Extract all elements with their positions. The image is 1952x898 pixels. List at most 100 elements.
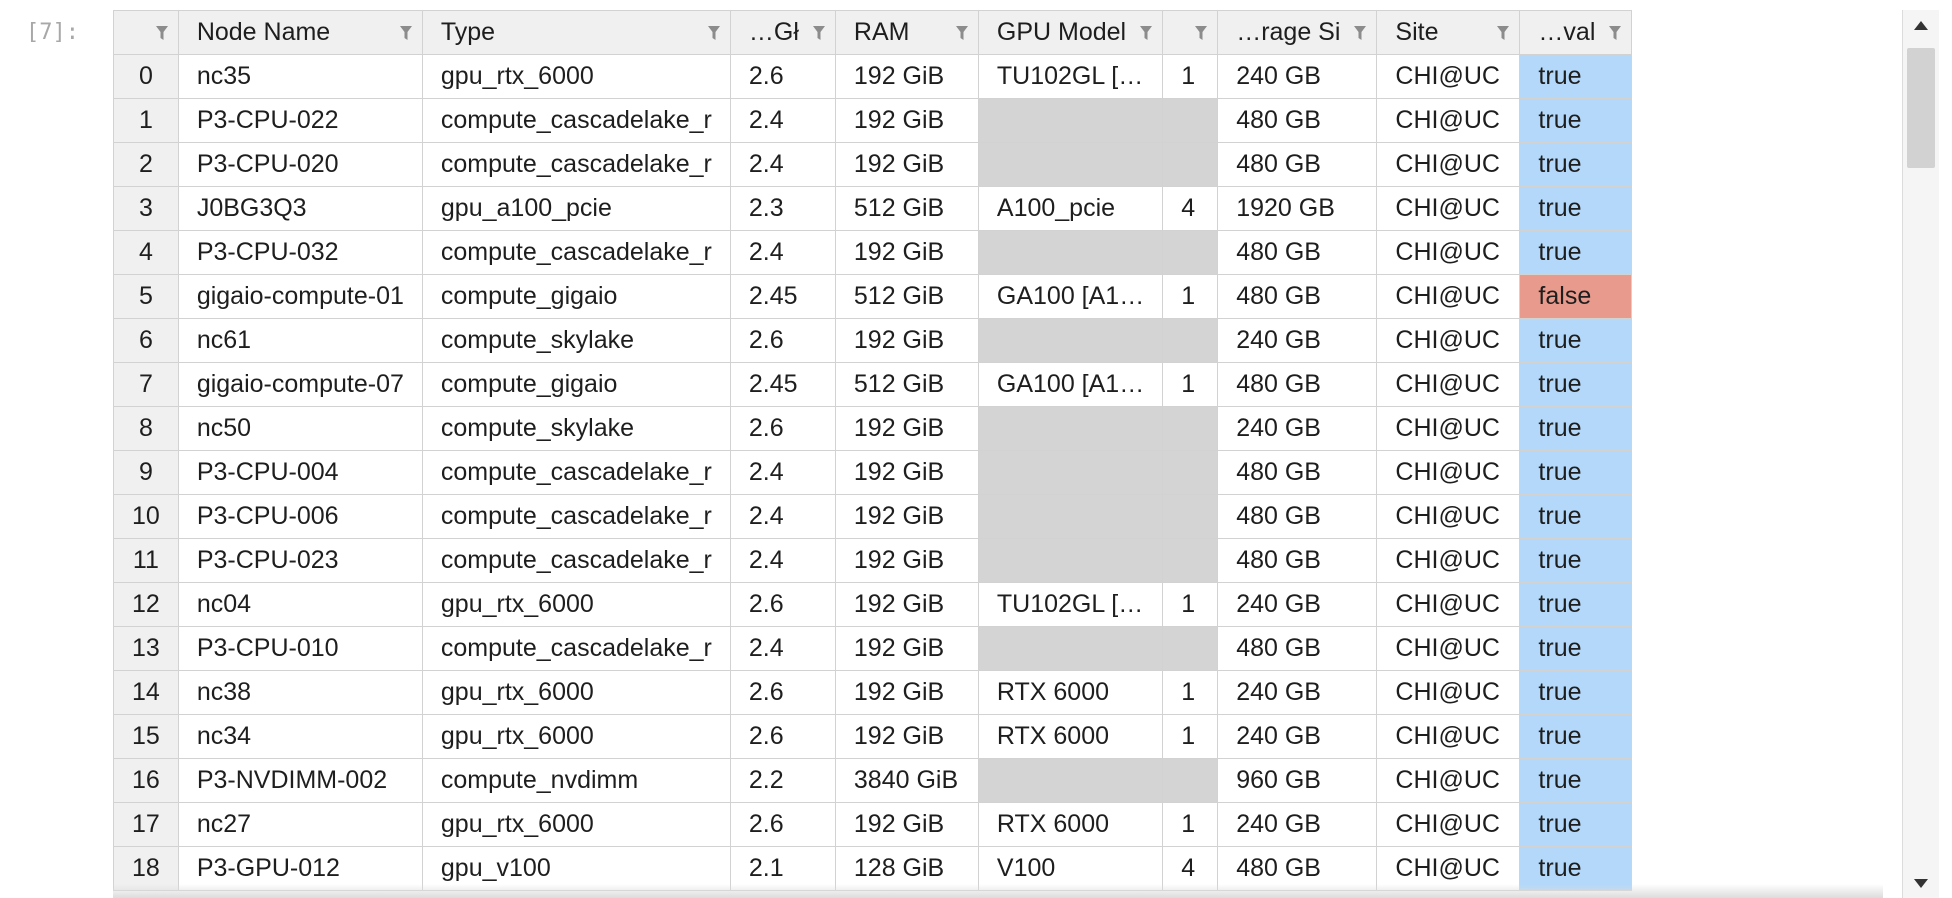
empty-cell[interactable] (1162, 406, 1219, 451)
filter-icon[interactable] (1195, 25, 1208, 41)
table-cell[interactable]: 480 GB (1217, 230, 1378, 275)
table-cell[interactable]: 2.4 (729, 626, 836, 671)
table-cell[interactable]: 1920 GB (1217, 186, 1378, 231)
table-cell[interactable]: CHI@UC (1376, 318, 1521, 363)
valid-cell[interactable]: true (1519, 318, 1633, 363)
table-cell[interactable]: J0BG3Q3 (177, 186, 423, 231)
table-cell[interactable]: 240 GB (1217, 802, 1378, 847)
table-cell[interactable]: 192 GiB (834, 802, 979, 847)
table-cell[interactable]: CHI@UC (1376, 450, 1521, 495)
table-cell[interactable]: 2.6 (729, 714, 836, 759)
table-cell[interactable]: CHI@UC (1376, 846, 1521, 891)
table-cell[interactable]: 2.4 (729, 450, 836, 495)
column-header[interactable]: …Gł (729, 10, 836, 55)
table-row[interactable]: 12 nc04 gpu_rtx_6000 2.6 192 GiB TU102GL [… 1 2… (113, 582, 1633, 627)
valid-cell[interactable]: true (1519, 626, 1633, 671)
table-row[interactable]: 15 nc34 gpu_rtx_6000 2.6 192 GiB RTX 6000 1 240… (113, 714, 1633, 759)
table-cell[interactable]: 2.45 (729, 362, 836, 407)
column-header[interactable]: Node Name (177, 10, 423, 55)
valid-cell[interactable]: true (1519, 54, 1633, 99)
table-cell[interactable]: 480 GB (1217, 538, 1378, 583)
table-cell[interactable]: compute_cascadelake_r (421, 626, 731, 671)
table-row[interactable]: 11 P3-CPU-023 compute_cascadelake_r 2.4 192 … (113, 538, 1633, 583)
empty-cell[interactable] (1162, 450, 1219, 495)
table-cell[interactable]: 2.2 (729, 758, 836, 803)
empty-cell[interactable] (1162, 318, 1219, 363)
table-cell[interactable]: 192 GiB (834, 538, 979, 583)
table-cell[interactable]: 480 GB (1217, 494, 1378, 539)
table-cell[interactable]: CHI@UC (1376, 582, 1521, 627)
filter-icon[interactable] (707, 25, 720, 41)
table-cell[interactable]: CHI@UC (1376, 714, 1521, 759)
empty-cell[interactable] (977, 450, 1164, 495)
table-row[interactable]: 2 P3-CPU-020 compute_cascadelake_r 2.4 192 G… (113, 142, 1633, 187)
table-cell[interactable]: P3-CPU-004 (177, 450, 423, 495)
table-cell[interactable]: RTX 6000 (977, 802, 1164, 847)
table-cell[interactable]: 2.6 (729, 582, 836, 627)
valid-cell[interactable]: true (1519, 802, 1633, 847)
table-cell[interactable]: P3-GPU-012 (177, 846, 423, 891)
filter-icon[interactable] (155, 25, 168, 41)
empty-cell[interactable] (1162, 142, 1219, 187)
table-cell[interactable]: 2.4 (729, 538, 836, 583)
table-cell[interactable]: 240 GB (1217, 670, 1378, 715)
table-row[interactable]: 14 nc38 gpu_rtx_6000 2.6 192 GiB RTX 6000 1 240… (113, 670, 1633, 715)
table-cell[interactable]: 480 GB (1217, 362, 1378, 407)
valid-cell[interactable]: true (1519, 494, 1633, 539)
column-header[interactable]: GPU Model (977, 10, 1164, 55)
table-cell[interactable]: gpu_rtx_6000 (421, 54, 731, 99)
table-cell[interactable]: 2.6 (729, 802, 836, 847)
table-row[interactable]: 7 gigaio-compute-07 compute_gigaio 2.45 512 … (113, 362, 1633, 407)
table-cell[interactable]: compute_cascadelake_r (421, 142, 731, 187)
table-row[interactable]: 13 P3-CPU-010 compute_cascadelake_r 2.4 192 … (113, 626, 1633, 671)
table-cell[interactable]: 480 GB (1217, 274, 1378, 319)
table-cell[interactable]: TU102GL [… (977, 582, 1164, 627)
valid-cell[interactable]: true (1519, 362, 1633, 407)
table-cell[interactable]: P3-CPU-006 (177, 494, 423, 539)
table-cell[interactable]: nc34 (177, 714, 423, 759)
valid-cell[interactable]: true (1519, 582, 1633, 627)
table-row[interactable]: 6 nc61 compute_skylake 2.6 192 GiB 240 GB CHI@… (113, 318, 1633, 363)
valid-cell[interactable]: true (1519, 670, 1633, 715)
table-cell[interactable]: gigaio-compute-07 (177, 362, 423, 407)
table-cell[interactable]: CHI@UC (1376, 494, 1521, 539)
valid-cell[interactable]: true (1519, 230, 1633, 275)
column-header[interactable]: …val (1519, 10, 1633, 55)
table-cell[interactable]: 480 GB (1217, 846, 1378, 891)
table-cell[interactable]: CHI@UC (1376, 626, 1521, 671)
table-cell[interactable]: 512 GiB (834, 274, 979, 319)
table-cell[interactable]: 480 GB (1217, 450, 1378, 495)
empty-cell[interactable] (977, 494, 1164, 539)
empty-cell[interactable] (1162, 230, 1219, 275)
table-cell[interactable]: GA100 [A1… (977, 274, 1164, 319)
table-cell[interactable]: RTX 6000 (977, 670, 1164, 715)
filter-icon[interactable] (1354, 25, 1367, 41)
column-header[interactable]: Site (1376, 10, 1521, 55)
table-cell[interactable]: P3-CPU-020 (177, 142, 423, 187)
table-row[interactable]: 16 P3-NVDIMM-002 compute_nvdimm 2.2 3840 GiB… (113, 758, 1633, 803)
table-cell[interactable]: 4 (1162, 846, 1219, 891)
valid-cell[interactable]: true (1519, 846, 1633, 891)
valid-cell[interactable]: true (1519, 714, 1633, 759)
table-cell[interactable]: 240 GB (1217, 54, 1378, 99)
empty-cell[interactable] (1162, 538, 1219, 583)
table-row[interactable]: 5 gigaio-compute-01 compute_gigaio 2.45 512 … (113, 274, 1633, 319)
table-cell[interactable]: P3-CPU-032 (177, 230, 423, 275)
table-cell[interactable]: 1 (1162, 714, 1219, 759)
table-cell[interactable]: 480 GB (1217, 142, 1378, 187)
filter-icon[interactable] (1140, 25, 1153, 41)
table-cell[interactable]: 1 (1162, 670, 1219, 715)
table-row[interactable]: 8 nc50 compute_skylake 2.6 192 GiB 240 GB CHI@… (113, 406, 1633, 451)
table-cell[interactable]: 192 GiB (834, 670, 979, 715)
filter-icon[interactable] (812, 25, 825, 41)
table-cell[interactable]: P3-CPU-010 (177, 626, 423, 671)
table-cell[interactable]: P3-CPU-022 (177, 98, 423, 143)
scroll-up-button[interactable] (1903, 10, 1939, 40)
table-cell[interactable]: 192 GiB (834, 626, 979, 671)
table-cell[interactable]: CHI@UC (1376, 142, 1521, 187)
table-cell[interactable]: CHI@UC (1376, 274, 1521, 319)
empty-cell[interactable] (1162, 494, 1219, 539)
table-cell[interactable]: 1 (1162, 362, 1219, 407)
table-cell[interactable]: compute_cascadelake_r (421, 450, 731, 495)
table-cell[interactable]: compute_gigaio (421, 274, 731, 319)
